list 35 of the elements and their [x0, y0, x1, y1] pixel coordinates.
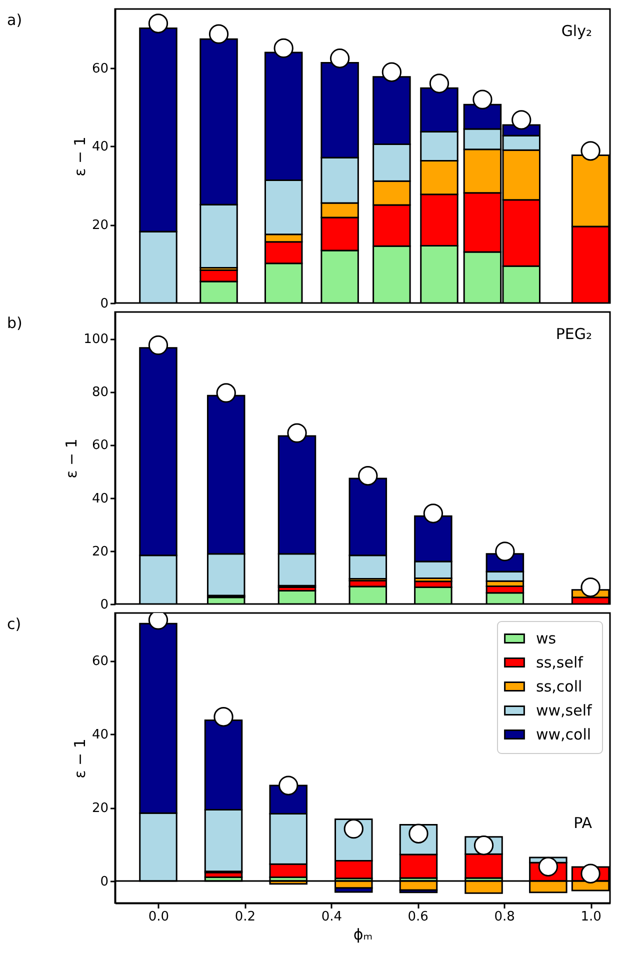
x-tick-label: 0.8 — [494, 910, 515, 924]
legend-label: ww,coll — [536, 726, 592, 744]
y-tick-label: 20 — [92, 801, 108, 816]
y-tick-label: 40 — [92, 140, 108, 155]
legend-label: ss,self — [536, 654, 584, 672]
legend-label: ss,coll — [536, 678, 582, 696]
y-tick-label: 0 — [100, 874, 108, 890]
y-tick-label: 20 — [92, 218, 108, 234]
y-tick-label: 0 — [100, 296, 108, 312]
legend-label: ww,self — [536, 702, 593, 720]
x-tick-label: 0.0 — [148, 910, 170, 924]
x-tick-label: 0.2 — [234, 910, 256, 924]
y-tick-label: 60 — [92, 654, 108, 670]
x-tick-label: 0.6 — [408, 910, 428, 924]
y-tick-label: 60 — [92, 438, 108, 454]
chart-title: b) — [7, 314, 22, 332]
annotation: Gly₂ — [561, 22, 592, 40]
y-tick-label: 20 — [92, 544, 108, 560]
annotation: PA — [574, 814, 593, 832]
x-tick-label: 0.4 — [321, 910, 342, 924]
annotation: PEG₂ — [556, 325, 592, 343]
legend-label: ws — [536, 630, 556, 648]
y-tick-label: 60 — [92, 61, 108, 76]
y-tick-label: 0 — [100, 598, 108, 612]
chart-title: a) — [7, 11, 22, 29]
x-tick-label: 1.0 — [580, 910, 602, 924]
y-tick-label: 100 — [84, 332, 108, 348]
chart-title: c) — [7, 615, 22, 633]
y-axis-title: ε − 1 — [70, 738, 89, 778]
x-axis-title: ϕₘ — [353, 926, 373, 944]
y-tick-label: 80 — [92, 385, 108, 400]
y-axis-title: ε − 1 — [70, 136, 89, 176]
y-tick-label: 40 — [92, 491, 108, 506]
y-tick-label: 40 — [92, 728, 108, 743]
y-axis-title: ε − 1 — [62, 438, 81, 478]
